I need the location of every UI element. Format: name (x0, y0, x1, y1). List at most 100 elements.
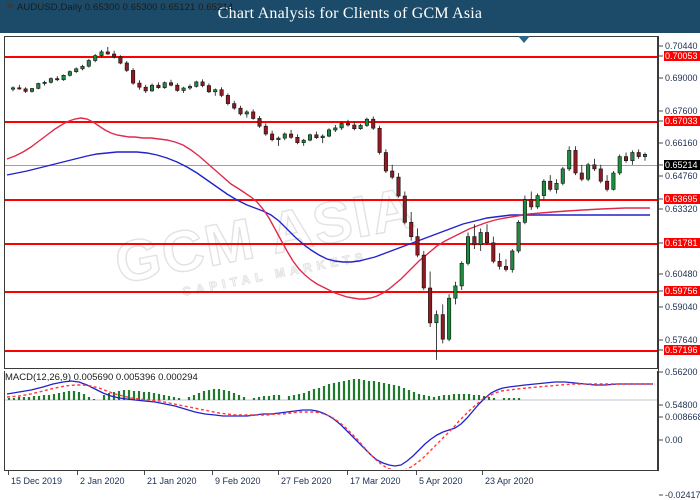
candle-body-bear (415, 236, 420, 256)
candle-body-bear (371, 118, 376, 129)
candle-body-bull (554, 183, 559, 190)
candle-body-bull (510, 250, 515, 270)
date-axis[interactable]: 15 Dec 2019 2 Jan 2020 21 Jan 2020 9 Feb 20… (4, 471, 658, 498)
price-axis[interactable]: 0.70440 0.70053 0.69000 0.67600 0.67033 0.661… (658, 36, 700, 500)
collapse-caret-icon[interactable] (6, 4, 14, 9)
candle-body-bull (162, 82, 167, 88)
candle-body-bull (188, 86, 193, 89)
date-tick-mark (8, 471, 9, 475)
candle-body-bull (459, 263, 464, 287)
candle-body-bear (295, 137, 300, 143)
axis-tick-label: 0.67600 (665, 106, 698, 116)
candle-body-bull (333, 127, 338, 131)
pane-divider-marker-icon (518, 36, 530, 43)
candle-body-bear (118, 56, 123, 64)
candle-body-bull (364, 118, 369, 126)
candle-body-bull (80, 65, 85, 70)
axis-tick-label: 0.59040 (665, 302, 698, 312)
axis-tick-mark (659, 175, 663, 177)
resistance-line-070053 (5, 56, 657, 58)
candle-body-bear (219, 89, 224, 96)
date-tick-label: 9 Feb 2020 (215, 476, 261, 486)
candle-body-bull (560, 168, 565, 184)
candle-body-bull (516, 222, 521, 252)
resistance-line-067033 (5, 121, 657, 123)
candle-body-bull (630, 152, 635, 161)
candle-body-bull (358, 125, 363, 130)
candle-body-bear (579, 172, 584, 180)
macd-series-svg (5, 379, 657, 469)
candle-body-bear (636, 152, 641, 157)
price-series-svg (6, 47, 650, 360)
axis-tick-mark (659, 208, 663, 210)
candle-body-bull (213, 89, 218, 93)
candle-body-bear (573, 150, 578, 174)
axis-tick-mark (659, 349, 663, 351)
axis-tick-mark (659, 290, 663, 292)
axis-tick-mark (659, 439, 663, 441)
level-price-badge: 0.63695 (664, 194, 700, 204)
candle-body-bear (472, 236, 477, 246)
macd-chart-pane[interactable] (4, 371, 658, 471)
candle-body-bull (48, 78, 53, 83)
date-tick-label: 5 Apr 2020 (419, 476, 463, 486)
candle-body-bull (642, 154, 647, 157)
candle-body-bull (194, 81, 199, 87)
axis-tick-mark (659, 404, 663, 406)
candle-body-bull (307, 134, 312, 141)
axis-tick-mark (659, 110, 663, 112)
date-tick-mark (144, 471, 145, 475)
candle-body-bear (131, 70, 136, 84)
candle-body-bear (440, 314, 445, 340)
level-price-badge: 0.67033 (664, 116, 700, 126)
axis-tick-mark (659, 339, 663, 341)
level-price-badge: 0.61781 (664, 238, 700, 248)
candle-body-bear (238, 107, 243, 115)
candle-body-bear (156, 84, 161, 89)
candle-body-bear (352, 124, 357, 130)
candle-body-bear (251, 111, 256, 119)
candle-body-bull (541, 180, 546, 196)
candle-body-bull (326, 129, 331, 137)
candle-body-bear (137, 82, 142, 88)
axis-tick-label: 0.56200 (665, 367, 698, 377)
candle-body-bear (428, 287, 433, 324)
candle-body-bear (529, 199, 534, 208)
axis-tick-label: 0.70440 (665, 41, 698, 51)
candle-body-bull (282, 133, 287, 139)
candle-body-bear (124, 62, 129, 71)
candle-body-bull (61, 74, 66, 81)
candle-body-bear (484, 232, 489, 244)
candle-body-bear (491, 242, 496, 262)
candle-body-bull (453, 285, 458, 299)
axis-tick-mark (659, 142, 663, 144)
current-price-line (5, 165, 657, 166)
candle-body-bear (605, 180, 610, 190)
date-tick-label: 2 Jan 2020 (80, 476, 125, 486)
symbol-info-label[interactable]: AUDUSD,Daily 0.65300 0.65300 0.65121 0.6… (6, 2, 233, 13)
candle-body-bear (497, 261, 502, 267)
current-price-badge: 0.65214 (664, 160, 700, 170)
axis-tick-mark (659, 45, 663, 47)
symbol-info-text: AUDUSD,Daily 0.65300 0.65300 0.65121 0.6… (17, 2, 234, 13)
candle-body-bull (86, 60, 91, 67)
ma-slow-path (6, 151, 650, 263)
macd-signal-line (6, 383, 655, 469)
support-line-057196 (5, 350, 657, 352)
price-chart-pane[interactable]: GCM ASIA CAPITAL MARKETS (4, 36, 658, 369)
date-tick-mark (416, 471, 417, 475)
candle-body-bear (263, 125, 268, 135)
date-tick-label: 23 Apr 2020 (485, 476, 534, 486)
date-tick-mark (347, 471, 348, 475)
axis-tick-mark (659, 416, 663, 418)
axis-tick-label: 0.008668 (665, 412, 700, 422)
candle-body-bear (200, 81, 205, 86)
axis-tick-mark (659, 242, 663, 244)
date-tick-label: 21 Jan 2020 (147, 476, 197, 486)
candle-body-bear (289, 133, 294, 138)
support-line-059756 (5, 291, 657, 293)
candle-body-bear (232, 103, 237, 109)
candle-body-bull (42, 81, 47, 84)
axis-spine (658, 36, 659, 471)
candle-body-bear (421, 254, 426, 289)
